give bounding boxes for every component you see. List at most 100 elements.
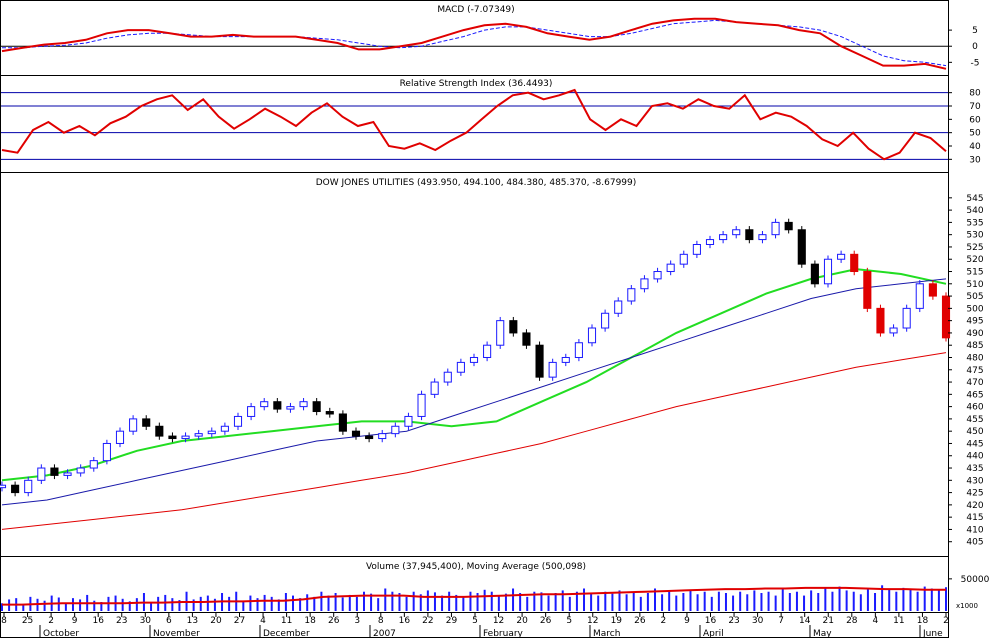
- candle-body: [89, 460, 98, 469]
- candle-body: [0, 484, 7, 489]
- price-tick-label: 480: [966, 353, 983, 363]
- candle-body: [37, 467, 46, 481]
- candle-body: [142, 418, 151, 427]
- candle-body: [732, 229, 741, 236]
- rsi-plot: 80 70 60 50 40 30: [1, 88, 981, 165]
- price-tick-label: 435: [966, 464, 983, 474]
- candle-body: [220, 425, 229, 432]
- x-day-label: 16: [92, 616, 104, 626]
- x-month-label: June: [922, 629, 943, 638]
- volume-plot: 50000: [1, 575, 990, 611]
- ma-long-line: [1, 352, 947, 530]
- x-axis: 8 25 2 9 16 23 30 6 13 20 27 4 11 18 26 3 8 16 22 29 5 12 20 26…: [1, 613, 949, 638]
- x-day-label: 19: [611, 616, 623, 626]
- candle-body: [548, 361, 557, 378]
- x-day-label: 9: [72, 616, 78, 626]
- volume-ma-line: [2, 586, 946, 606]
- candle-body: [666, 263, 675, 273]
- price-tick-label: 425: [966, 489, 983, 499]
- candle-body: [469, 356, 479, 363]
- candle-body: [168, 435, 177, 440]
- candle-body: [11, 484, 20, 494]
- x-day-label: 20: [210, 616, 222, 626]
- x-day-label: 6: [166, 616, 172, 626]
- candle-body: [941, 295, 951, 339]
- price-tick-label: 535: [966, 218, 983, 228]
- price-tick-label: 420: [966, 501, 983, 511]
- x-day-label: 13: [187, 616, 198, 626]
- price-tick-label: 410: [966, 525, 983, 535]
- rsi-tick-label: 50: [969, 129, 981, 139]
- candle-body: [207, 430, 216, 435]
- x-day-label: 30: [140, 616, 152, 626]
- candle-body: [653, 271, 662, 280]
- rsi-line: [1, 88, 947, 161]
- volume-unit-label: x1000: [956, 602, 978, 610]
- candle-body: [797, 229, 806, 265]
- x-day-label: 7: [778, 616, 784, 626]
- rsi-tick-label: 30: [969, 155, 981, 165]
- price-tick-label: 485: [966, 341, 983, 351]
- price-tick-label: 505: [966, 292, 983, 302]
- price-tick-label: 495: [966, 317, 983, 327]
- macd-tick-label: 0: [972, 42, 978, 52]
- x-day-label: 26: [328, 616, 340, 626]
- macd-plot: 5 0 -5: [1, 17, 979, 70]
- candle-body: [574, 342, 583, 358]
- x-day-label: 26: [540, 616, 552, 626]
- x-month-label: February: [483, 629, 524, 638]
- candle-body: [24, 479, 33, 494]
- candle-body: [496, 320, 505, 346]
- candle-body: [784, 221, 793, 231]
- candle-body: [745, 229, 754, 241]
- x-day-label: 3: [354, 616, 360, 626]
- x-day-label: 11: [281, 616, 292, 626]
- candle-body: [115, 430, 125, 444]
- candle-body: [928, 283, 937, 297]
- candle-body: [640, 278, 649, 290]
- x-day-label: 16: [705, 616, 717, 626]
- candle-body: [483, 344, 492, 358]
- price-tick-label: 430: [966, 476, 983, 486]
- rsi-title: Relative Strength Index (36.4493): [400, 79, 553, 89]
- volume-tick-label: 50000: [961, 575, 990, 585]
- candle-body: [194, 433, 203, 437]
- volume-title: Volume (37,945,400), Moving Average (500…: [366, 562, 586, 572]
- x-day-label: 21: [823, 616, 834, 626]
- candle-body: [587, 327, 597, 344]
- x-month-label: 2007: [373, 629, 396, 638]
- rsi-tick-label: 40: [969, 142, 981, 152]
- candle-body: [273, 401, 282, 410]
- candle-body: [247, 406, 256, 417]
- candle-body: [876, 307, 885, 334]
- x-day-label: 14: [799, 616, 811, 626]
- x-month-label: December: [263, 629, 310, 638]
- x-day-label: 2: [48, 616, 54, 626]
- price-tick-label: 470: [966, 378, 983, 388]
- candle-body: [155, 425, 164, 437]
- candle-body: [692, 243, 701, 255]
- candle-body: [233, 415, 243, 427]
- candle-body: [850, 253, 859, 273]
- candle-body: [535, 344, 544, 378]
- x-day-label: 4: [260, 616, 266, 626]
- x-day-label: 23: [116, 616, 127, 626]
- candle-body: [915, 283, 924, 309]
- candle-body: [181, 435, 190, 440]
- candle-body: [719, 234, 728, 241]
- candle-body: [823, 258, 833, 285]
- candle-body: [456, 361, 465, 373]
- candle-body: [443, 371, 452, 383]
- candle-body: [417, 393, 426, 417]
- price-tick-label: 450: [966, 427, 983, 437]
- x-day-label: 18: [304, 616, 316, 626]
- candle-body: [76, 467, 85, 474]
- macd-signal-line: [2, 19, 947, 67]
- rsi-tick-label: 80: [969, 89, 981, 99]
- ma-short-line: [1, 268, 947, 482]
- price-tick-label: 515: [966, 268, 983, 278]
- candle-body: [771, 221, 780, 236]
- rsi-panel: [0, 75, 949, 173]
- x-day-label: 12: [493, 616, 504, 626]
- candle-body: [260, 401, 269, 408]
